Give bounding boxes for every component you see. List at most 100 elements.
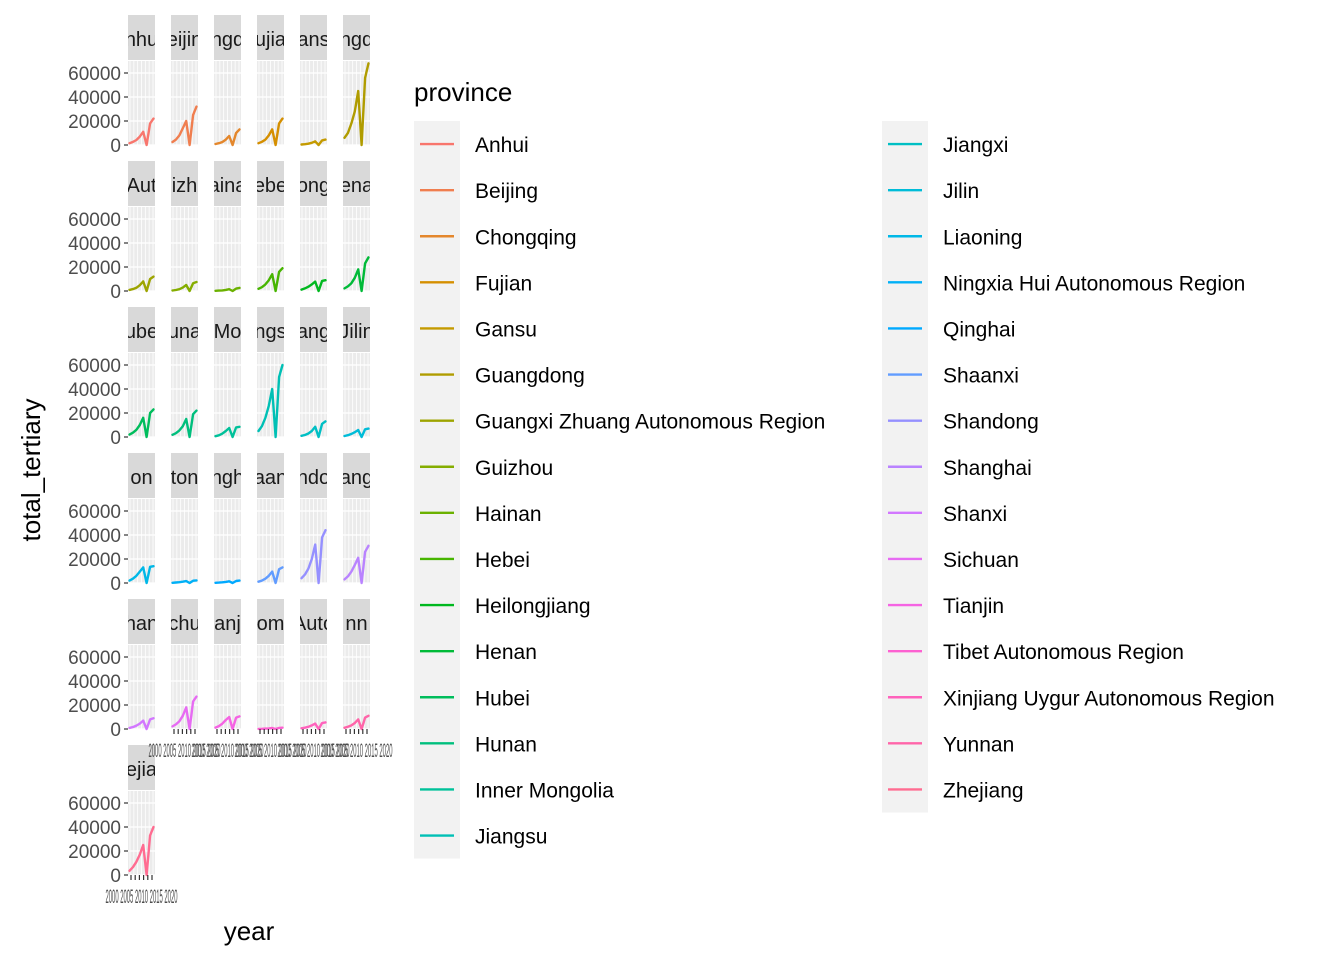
legend: province Anhui Beijing Chongqing Fujian Gans… [414, 77, 1275, 859]
series-line [300, 279, 327, 293]
facet-panel: han [125, 599, 158, 731]
facet-strip [171, 307, 198, 352]
legend-label: Yunnan [943, 733, 1014, 756]
series-line [343, 62, 370, 147]
series-line [257, 566, 284, 585]
series-line [343, 714, 370, 731]
facet-panel: on [128, 453, 155, 585]
facet-panel: nhu [125, 15, 158, 147]
facet-panel: ton [171, 453, 199, 585]
y-tick-label: 0 [110, 574, 121, 595]
y-tick-label: 0 [110, 866, 121, 887]
y-tick-label: 0 [110, 136, 121, 157]
facet-strip [257, 161, 284, 206]
facet-panel: una [168, 307, 202, 439]
facet-strip-label: ngs [254, 321, 286, 343]
facet-strip-label: on [130, 467, 152, 489]
facet-strip [300, 453, 327, 498]
series-line [128, 717, 155, 731]
series-line [300, 721, 327, 731]
series-line [171, 579, 198, 585]
facet-strip [128, 15, 155, 60]
facet-strip [300, 161, 327, 206]
facet-strip-label: ans [297, 29, 329, 51]
facet-strip-label: ngq [211, 29, 244, 51]
facet-strip [343, 599, 370, 644]
facet-strip-label: ndo [297, 467, 330, 489]
facet-strip [257, 15, 284, 60]
series-line [214, 286, 241, 293]
series-line [128, 275, 155, 293]
facet-strip [300, 307, 327, 352]
legend-label: Shanghai [943, 457, 1032, 480]
x-tick-label: 2000 2005 2010 2015 2020 [192, 741, 264, 762]
facet-strip [171, 161, 198, 206]
series-line [171, 409, 198, 439]
series-line [171, 695, 198, 731]
legend-label: Gansu [475, 318, 537, 341]
facet-panel: ena [340, 161, 374, 293]
facet-strip-label: han [125, 613, 158, 635]
facet-panel: ujia [257, 15, 284, 147]
facet-strip [343, 15, 370, 60]
facet-panels: nhu eijin ngq ujia ans ngd Aut izh aina ebe ong ena… [125, 15, 374, 877]
facet-panel: ans [297, 15, 329, 147]
y-tick-label: 0 [110, 282, 121, 303]
facet-strip [128, 599, 155, 644]
series-line [300, 138, 327, 147]
legend-label: Hunan [475, 733, 537, 756]
y-tick-label: 40000 [68, 672, 121, 693]
facet-strip-label: ong [297, 175, 330, 197]
x-tick-label: 2000 2005 2010 2015 2020 [149, 741, 221, 762]
facet-strip-label: ton [171, 467, 199, 489]
series-line [343, 427, 370, 439]
facet-panel: ang [297, 307, 330, 439]
y-tick-label: 60000 [68, 64, 121, 85]
facet-panel: ejia [128, 745, 155, 877]
facet-panel: om [257, 599, 284, 731]
facet-strip-label: nhu [125, 29, 158, 51]
facet-strip-label: Auto [293, 613, 334, 635]
facet-strip [343, 307, 370, 352]
legend-label: Hainan [475, 503, 542, 526]
facet-strip-label: aan [254, 467, 287, 489]
y-axis-title: total_tertiary [16, 398, 46, 541]
legend-label: Jiangsu [475, 826, 547, 849]
facet-strip [214, 15, 241, 60]
facet-panel: aina [214, 161, 241, 293]
facet-panel: ngq [211, 15, 244, 147]
y-tick-label: 20000 [68, 696, 121, 717]
facet-panel: Aut [128, 161, 155, 293]
facet-panel: Auto [293, 599, 334, 731]
y-tick-label: 40000 [68, 88, 121, 109]
y-tick-label: 60000 [68, 502, 121, 523]
series-line [128, 565, 155, 585]
facet-strip-label: una [168, 321, 202, 343]
series-line [171, 105, 198, 147]
x-tick-label: 2000 2005 2010 2015 2020 [321, 741, 393, 762]
legend-label: Guangdong [475, 365, 585, 388]
x-tick-label: 2000 2005 2010 2015 2020 [278, 741, 350, 762]
facet-strip [128, 745, 155, 790]
series-line [128, 825, 155, 877]
facet-strip [128, 453, 155, 498]
legend-label: Hebei [475, 549, 530, 572]
y-tick-label: 20000 [68, 258, 121, 279]
facet-strip [300, 599, 327, 644]
series-line [257, 726, 284, 731]
facet-strip-label: nn [345, 613, 367, 635]
y-tick-label: 0 [110, 428, 121, 449]
facet-panel: anj [214, 599, 241, 731]
legend-label: Anhui [475, 134, 529, 157]
facet-strip [214, 307, 241, 352]
y-tick-label: 0 [110, 720, 121, 741]
facet-strip-label: ang [297, 321, 330, 343]
facet-strip-label: ang [340, 467, 373, 489]
legend-label: Chongqing [475, 226, 577, 249]
facet-strip [128, 307, 155, 352]
series-line [214, 579, 241, 585]
legend-label: Henan [475, 641, 537, 664]
facet-strip-label: ena [340, 175, 374, 197]
